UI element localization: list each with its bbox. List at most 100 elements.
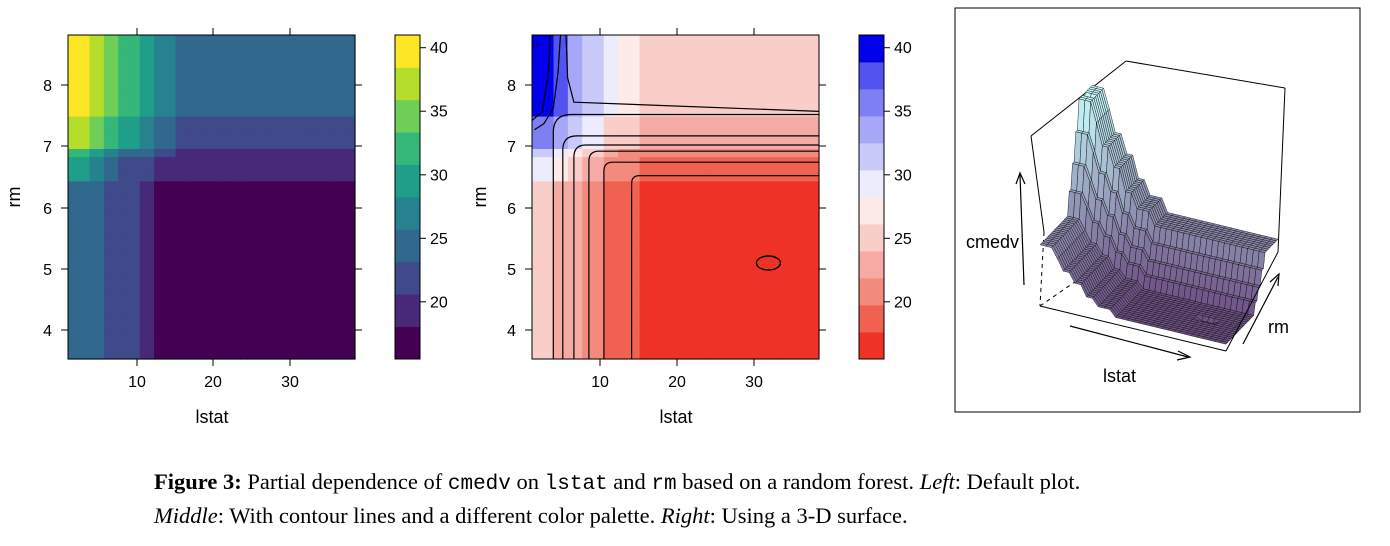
heatmap-cell: [254, 156, 263, 166]
heatmap-cell: [718, 116, 727, 125]
heatmap-cell: [804, 350, 813, 360]
heatmap-cell: [804, 294, 813, 303]
heatmap-cell: [247, 350, 256, 360]
colorbar-segment: [395, 99, 420, 133]
heatmap-cell: [297, 197, 306, 206]
heatmap-cell: [532, 294, 540, 303]
heatmap-cell: [632, 51, 641, 60]
heatmap-cell: [297, 318, 306, 328]
heatmap-cell: [96, 107, 105, 117]
heatmap-cell: [775, 213, 784, 222]
colorbar-segment: [859, 62, 884, 90]
heatmap-cell: [718, 318, 727, 328]
heatmap-cell: [653, 350, 662, 360]
heatmap-cell: [118, 75, 126, 85]
heatmap-cell: [161, 156, 170, 166]
heatmap-cell: [790, 269, 799, 279]
heatmap-cell: [125, 99, 134, 109]
heatmap-cell: [233, 213, 241, 222]
heatmap-cell: [175, 237, 184, 247]
heatmap-cell: [276, 140, 284, 149]
heatmap-cell: [197, 342, 205, 352]
heatmap-cell: [610, 213, 619, 222]
heatmap-cell: [168, 278, 177, 287]
heatmap-cell: [276, 302, 284, 311]
heatmap-cell: [546, 164, 555, 174]
heatmap-cell: [732, 107, 741, 117]
heatmap-cell: [553, 221, 562, 230]
heatmap-cell: [603, 83, 612, 93]
heatmap-cell: [560, 334, 569, 344]
heatmap-cell: [711, 67, 720, 77]
heatmap-cell: [111, 342, 119, 352]
heatmap-cell: [247, 132, 256, 141]
heatmap-cell: [718, 278, 727, 287]
heatmap-cell: [189, 205, 198, 214]
heatmap-cell: [618, 237, 626, 247]
heatmap-cell: [283, 221, 292, 230]
heatmap-cell: [732, 67, 741, 77]
heatmap-cell: [254, 35, 263, 44]
heatmap-cell: [661, 35, 669, 44]
heatmap-cell: [75, 342, 83, 352]
heatmap-cell: [575, 75, 583, 85]
heatmap-cell: [276, 75, 284, 85]
heatmap-cell: [653, 302, 662, 311]
heatmap-cell: [103, 67, 112, 77]
heatmap-cell: [125, 67, 134, 77]
heatmap-cell: [811, 107, 820, 117]
heatmap-cell: [189, 261, 198, 271]
heatmap-cell: [161, 213, 170, 222]
heatmap-cell: [168, 334, 177, 344]
heatmap-cell: [347, 67, 356, 77]
heatmap-cell: [261, 188, 270, 198]
heatmap-cell: [632, 67, 641, 77]
heatmap-cell: [283, 59, 292, 68]
heatmap-cell: [304, 245, 313, 255]
heatmap-cell: [632, 245, 641, 255]
heatmap-cell: [89, 245, 98, 255]
heatmap-cell: [761, 318, 770, 328]
heatmap-cell: [661, 310, 669, 320]
heatmap-cell: [740, 310, 748, 320]
heatmap-cell: [675, 107, 684, 117]
heatmap-cell: [653, 116, 662, 125]
heatmap-cell: [811, 124, 820, 133]
heatmap-cell: [225, 278, 234, 287]
heatmap-cell: [740, 294, 748, 303]
heatmap-cell: [553, 35, 562, 44]
heatmap-cell: [625, 107, 634, 117]
heatmap-cell: [768, 172, 777, 182]
heatmap-cell: [111, 261, 119, 271]
heatmap-cell: [761, 67, 770, 77]
heatmap-cell: [261, 334, 270, 344]
heatmap-cell: [96, 278, 105, 287]
heatmap-cell: [182, 213, 191, 222]
heatmap-cell: [790, 278, 799, 287]
heatmap-cell: [161, 318, 170, 328]
colorbar-segment: [395, 261, 420, 295]
heatmap-cell: [118, 91, 126, 101]
heatmap-cell: [89, 334, 98, 344]
heatmap-cell: [268, 140, 277, 149]
heatmap-cell: [668, 75, 677, 85]
heatmap-cell: [233, 294, 241, 303]
heatmap-cell: [532, 245, 540, 255]
heatmap-cell: [118, 269, 126, 279]
heatmap-cell: [718, 91, 727, 101]
heatmap-cell: [319, 213, 327, 222]
heatmap-cell: [697, 172, 705, 182]
heatmap-cell: [732, 286, 741, 295]
heatmap-cell: [168, 172, 177, 182]
heatmap-cell: [68, 188, 76, 198]
heatmap-cell: [567, 229, 576, 239]
heatmap-cell: [96, 140, 105, 149]
heatmap-cell: [603, 91, 612, 101]
heatmap-cell: [132, 172, 141, 182]
heatmap-cell: [197, 229, 205, 239]
heatmap-cell: [725, 310, 734, 320]
heatmap-cell: [603, 245, 612, 255]
heatmap-cell: [319, 99, 327, 109]
heatmap-cell: [775, 164, 784, 174]
heatmap-cell: [610, 35, 619, 44]
